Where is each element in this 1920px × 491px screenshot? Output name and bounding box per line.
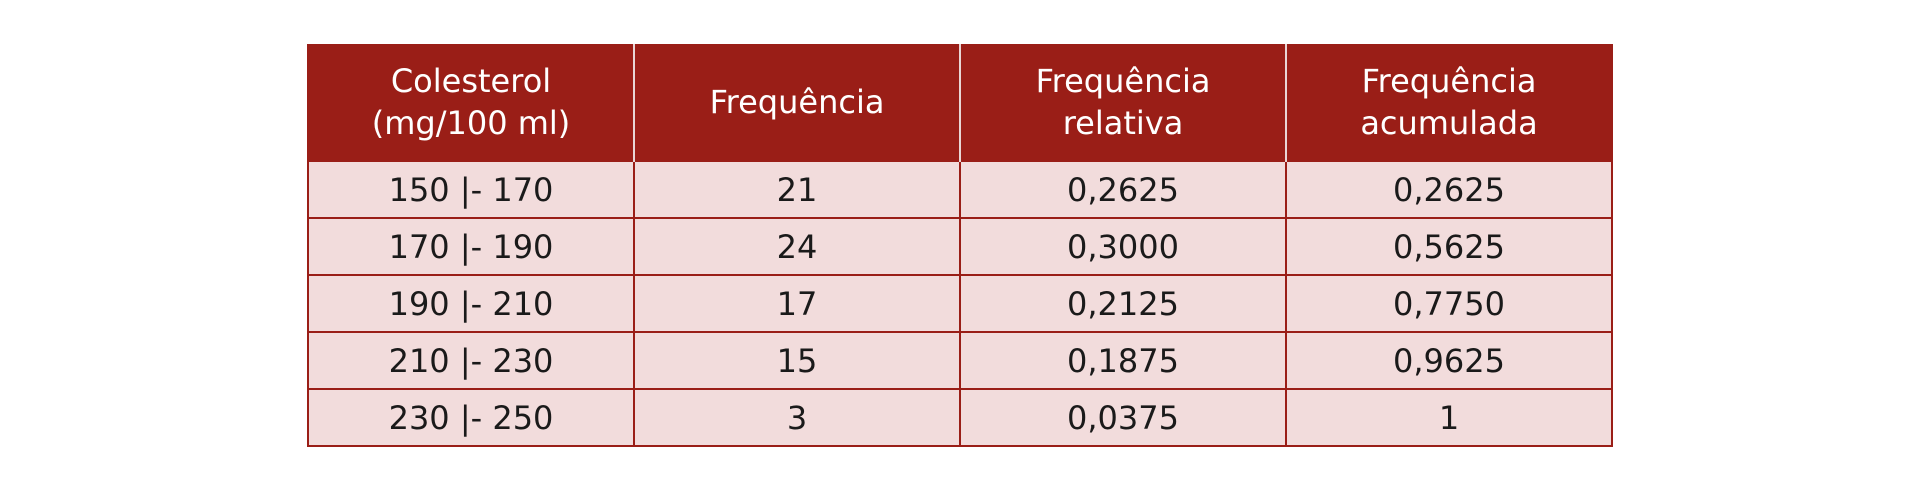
cell-cumulative-frequency: 0,9625 (1285, 331, 1613, 390)
cell-relative-frequency: 0,1875 (959, 331, 1287, 390)
table-row: 170 |- 190 24 0,3000 0,5625 (307, 217, 1613, 276)
cell-relative-frequency: 0,2625 (959, 160, 1287, 219)
cell-frequency: 17 (633, 274, 961, 333)
header-label-line1: Colesterol (390, 62, 552, 100)
table-row: 190 |- 210 17 0,2125 0,7750 (307, 274, 1613, 333)
cell-cumulative-frequency: 0,5625 (1285, 217, 1613, 276)
table-header: Colesterol (mg/100 ml) Frequência Frequê… (307, 44, 1613, 161)
header-cell-cumulative-frequency: Frequência acumulada (1285, 44, 1613, 161)
cell-cholesterol-range: 190 |- 210 (307, 274, 635, 333)
header-label-line1: Frequência (709, 83, 885, 121)
cell-relative-frequency: 0,2125 (959, 274, 1287, 333)
cell-frequency: 3 (633, 388, 961, 447)
cell-cholesterol-range: 230 |- 250 (307, 388, 635, 447)
cell-cumulative-frequency: 0,7750 (1285, 274, 1613, 333)
frequency-table-container: Colesterol (mg/100 ml) Frequência Frequê… (307, 44, 1613, 447)
header-cell-cholesterol: Colesterol (mg/100 ml) (307, 44, 635, 161)
cell-cholesterol-range: 210 |- 230 (307, 331, 635, 390)
header-row: Colesterol (mg/100 ml) Frequência Frequê… (307, 44, 1613, 161)
cell-cholesterol-range: 150 |- 170 (307, 160, 635, 219)
table-row: 230 |- 250 3 0,0375 1 (307, 388, 1613, 447)
cell-cholesterol-range: 170 |- 190 (307, 217, 635, 276)
cell-relative-frequency: 0,0375 (959, 388, 1287, 447)
cholesterol-frequency-table: Colesterol (mg/100 ml) Frequência Frequê… (307, 44, 1613, 447)
header-label-line1: Frequência (1035, 62, 1211, 100)
header-cell-frequency: Frequência (633, 44, 961, 161)
header-cell-relative-frequency: Frequência relativa (959, 44, 1287, 161)
cell-cumulative-frequency: 1 (1285, 388, 1613, 447)
cell-relative-frequency: 0,3000 (959, 217, 1287, 276)
table-row: 150 |- 170 21 0,2625 0,2625 (307, 160, 1613, 219)
header-label-line1: Frequência (1361, 62, 1537, 100)
header-label-line2: (mg/100 ml) (371, 104, 571, 142)
cell-cumulative-frequency: 0,2625 (1285, 160, 1613, 219)
cell-frequency: 21 (633, 160, 961, 219)
table-row: 210 |- 230 15 0,1875 0,9625 (307, 331, 1613, 390)
cell-frequency: 24 (633, 217, 961, 276)
cell-frequency: 15 (633, 331, 961, 390)
header-label-line2: acumulada (1360, 104, 1538, 142)
table-body: 150 |- 170 21 0,2625 0,2625 170 |- 190 2… (307, 160, 1613, 447)
header-label-line2: relativa (1062, 104, 1184, 142)
